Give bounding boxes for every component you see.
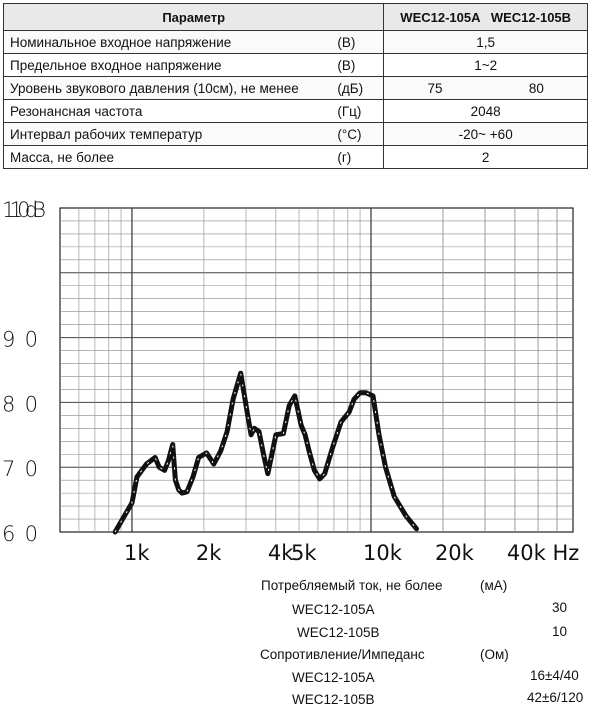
- x-tick-label: 10k: [363, 541, 403, 565]
- table-row: Предельное входное напряжение (В) 1~2: [4, 54, 588, 77]
- current-unit: (мА): [480, 578, 507, 593]
- impedance-label: Сопротивление/Импеданс: [260, 647, 425, 662]
- row-unit: (В): [337, 31, 384, 54]
- x-tick-label: 20k: [435, 541, 475, 565]
- table-row: Интервал рабочих температур (°С) -20~ +6…: [4, 123, 588, 146]
- row-value: 2: [384, 146, 588, 169]
- current-a-value: 30: [552, 600, 567, 615]
- table-row: Уровень звукового давления (10см), не ме…: [4, 77, 588, 100]
- row-name: Интервал рабочих температур: [4, 123, 338, 146]
- row-name: Предельное входное напряжение: [4, 54, 338, 77]
- row-unit: (Гц): [337, 100, 384, 123]
- y-tick-label: 110dB: [2, 198, 46, 222]
- row-name: Номинальное входное напряжение: [4, 31, 338, 54]
- row-name: Уровень звукового давления (10см), не ме…: [4, 77, 338, 100]
- row-value: -20~ +60: [384, 123, 588, 146]
- current-label: Потребляемый ток, не более: [261, 578, 443, 593]
- header-models: WEC12-105A WEC12-105B: [384, 4, 588, 31]
- table-header-row: Параметр WEC12-105A WEC12-105B: [4, 4, 588, 31]
- row-value-b: 80: [529, 81, 544, 96]
- spec-table: Параметр WEC12-105A WEC12-105B Номинальн…: [3, 3, 588, 169]
- impedance-b-value: 42±6/120: [527, 690, 583, 705]
- impedance-unit: (Ом): [480, 647, 509, 662]
- x-tick-label: 2k: [196, 541, 222, 565]
- row-name: Масса, не более: [4, 146, 338, 169]
- row-value: 2048: [384, 100, 588, 123]
- x-tick-label: 40k Hz: [507, 541, 579, 565]
- header-param: Параметр: [4, 4, 384, 31]
- row-value: 1~2: [384, 54, 588, 77]
- table-row: Номинальное входное напряжение (В) 1,5: [4, 31, 588, 54]
- row-value-a: 75: [428, 81, 443, 96]
- row-value-pair: 75 80: [384, 77, 588, 100]
- row-name: Резонансная частота: [4, 100, 338, 123]
- y-tick-label: 60: [2, 522, 38, 546]
- table-row: Масса, не более (г) 2: [4, 146, 588, 169]
- impedance-b-label: WEC12-105B: [292, 692, 375, 707]
- impedance-a-label: WEC12-105A: [292, 670, 375, 685]
- x-tick-label: 1k: [124, 541, 150, 565]
- table-row: Резонансная частота (Гц) 2048: [4, 100, 588, 123]
- x-tick-label: 5k: [291, 541, 317, 565]
- y-tick-label: 80: [2, 392, 38, 416]
- y-tick-label: 90: [2, 328, 38, 352]
- row-unit: (дБ): [337, 77, 384, 100]
- current-a-label: WEC12-105A: [292, 602, 375, 617]
- y-tick-label: 70: [2, 457, 38, 481]
- row-unit: (В): [337, 54, 384, 77]
- row-unit: (°С): [337, 123, 384, 146]
- impedance-a-value: 16±4/40: [530, 668, 579, 683]
- current-b-label: WEC12-105B: [297, 625, 380, 640]
- current-b-value: 10: [552, 624, 567, 639]
- row-unit: (г): [337, 146, 384, 169]
- row-value: 1,5: [384, 31, 588, 54]
